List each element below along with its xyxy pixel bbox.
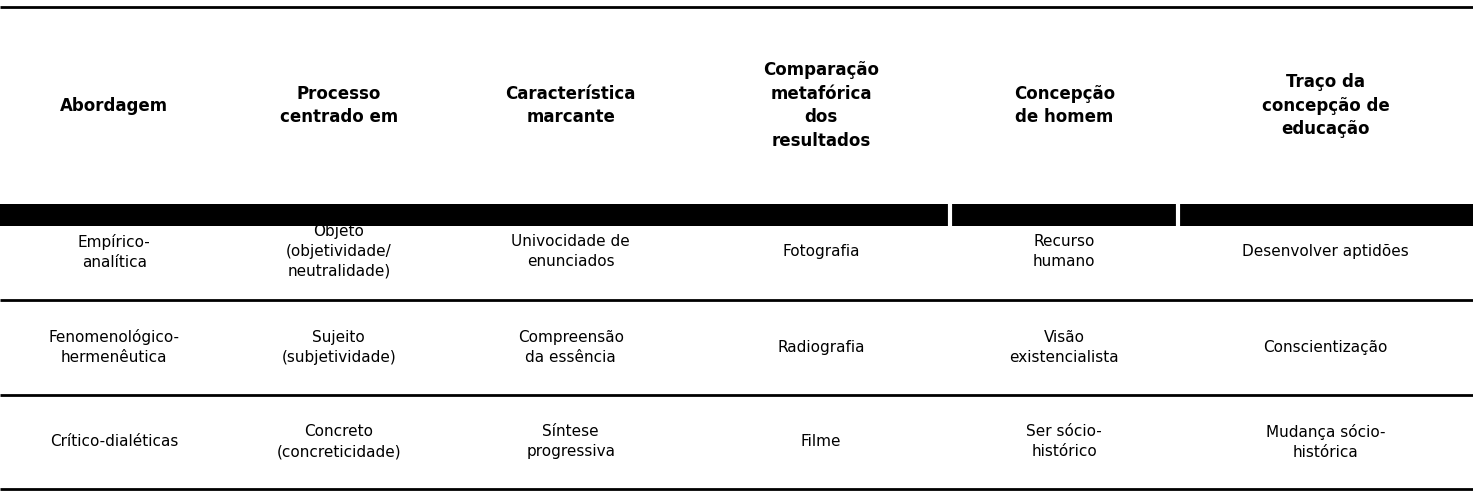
Text: Síntese
progressiva: Síntese progressiva bbox=[526, 425, 616, 459]
Text: Concreto
(concreticidade): Concreto (concreticidade) bbox=[277, 425, 401, 459]
Text: Comparação
metafórica
dos
resultados: Comparação metafórica dos resultados bbox=[763, 61, 879, 150]
Text: Compreensão
da essência: Compreensão da essência bbox=[518, 330, 623, 365]
Text: Desenvolver aptidões: Desenvolver aptidões bbox=[1242, 244, 1410, 259]
Text: Recurso
humano: Recurso humano bbox=[1033, 234, 1096, 269]
Text: Ser sócio-
histórico: Ser sócio- histórico bbox=[1027, 425, 1102, 459]
Text: Fenomenológico-
hermenêutica: Fenomenológico- hermenêutica bbox=[49, 329, 180, 365]
Text: Fotografia: Fotografia bbox=[782, 244, 860, 259]
Text: Conscientização: Conscientização bbox=[1264, 340, 1388, 355]
Text: Concepção
de homem: Concepção de homem bbox=[1013, 85, 1115, 126]
Text: Visão
existencialista: Visão existencialista bbox=[1009, 330, 1119, 365]
Text: Objeto
(objetividade/
neutralidade): Objeto (objetividade/ neutralidade) bbox=[286, 224, 392, 279]
Text: Traço da
concepção de
educação: Traço da concepção de educação bbox=[1262, 73, 1389, 138]
Text: Univocidade de
enunciados: Univocidade de enunciados bbox=[511, 234, 630, 269]
Text: Característica
marcante: Característica marcante bbox=[505, 85, 636, 126]
Bar bbox=[0, 204, 1473, 226]
Text: Radiografia: Radiografia bbox=[778, 340, 865, 355]
Text: Mudança sócio-
histórica: Mudança sócio- histórica bbox=[1265, 424, 1386, 460]
Text: Sujeito
(subjetividade): Sujeito (subjetividade) bbox=[281, 330, 396, 365]
Text: Filme: Filme bbox=[801, 435, 841, 449]
Text: Abordagem: Abordagem bbox=[60, 97, 168, 114]
Text: Empírico-
analítica: Empírico- analítica bbox=[78, 234, 150, 270]
Text: Crítico-dialéticas: Crítico-dialéticas bbox=[50, 435, 178, 449]
Text: Processo
centrado em: Processo centrado em bbox=[280, 85, 398, 126]
